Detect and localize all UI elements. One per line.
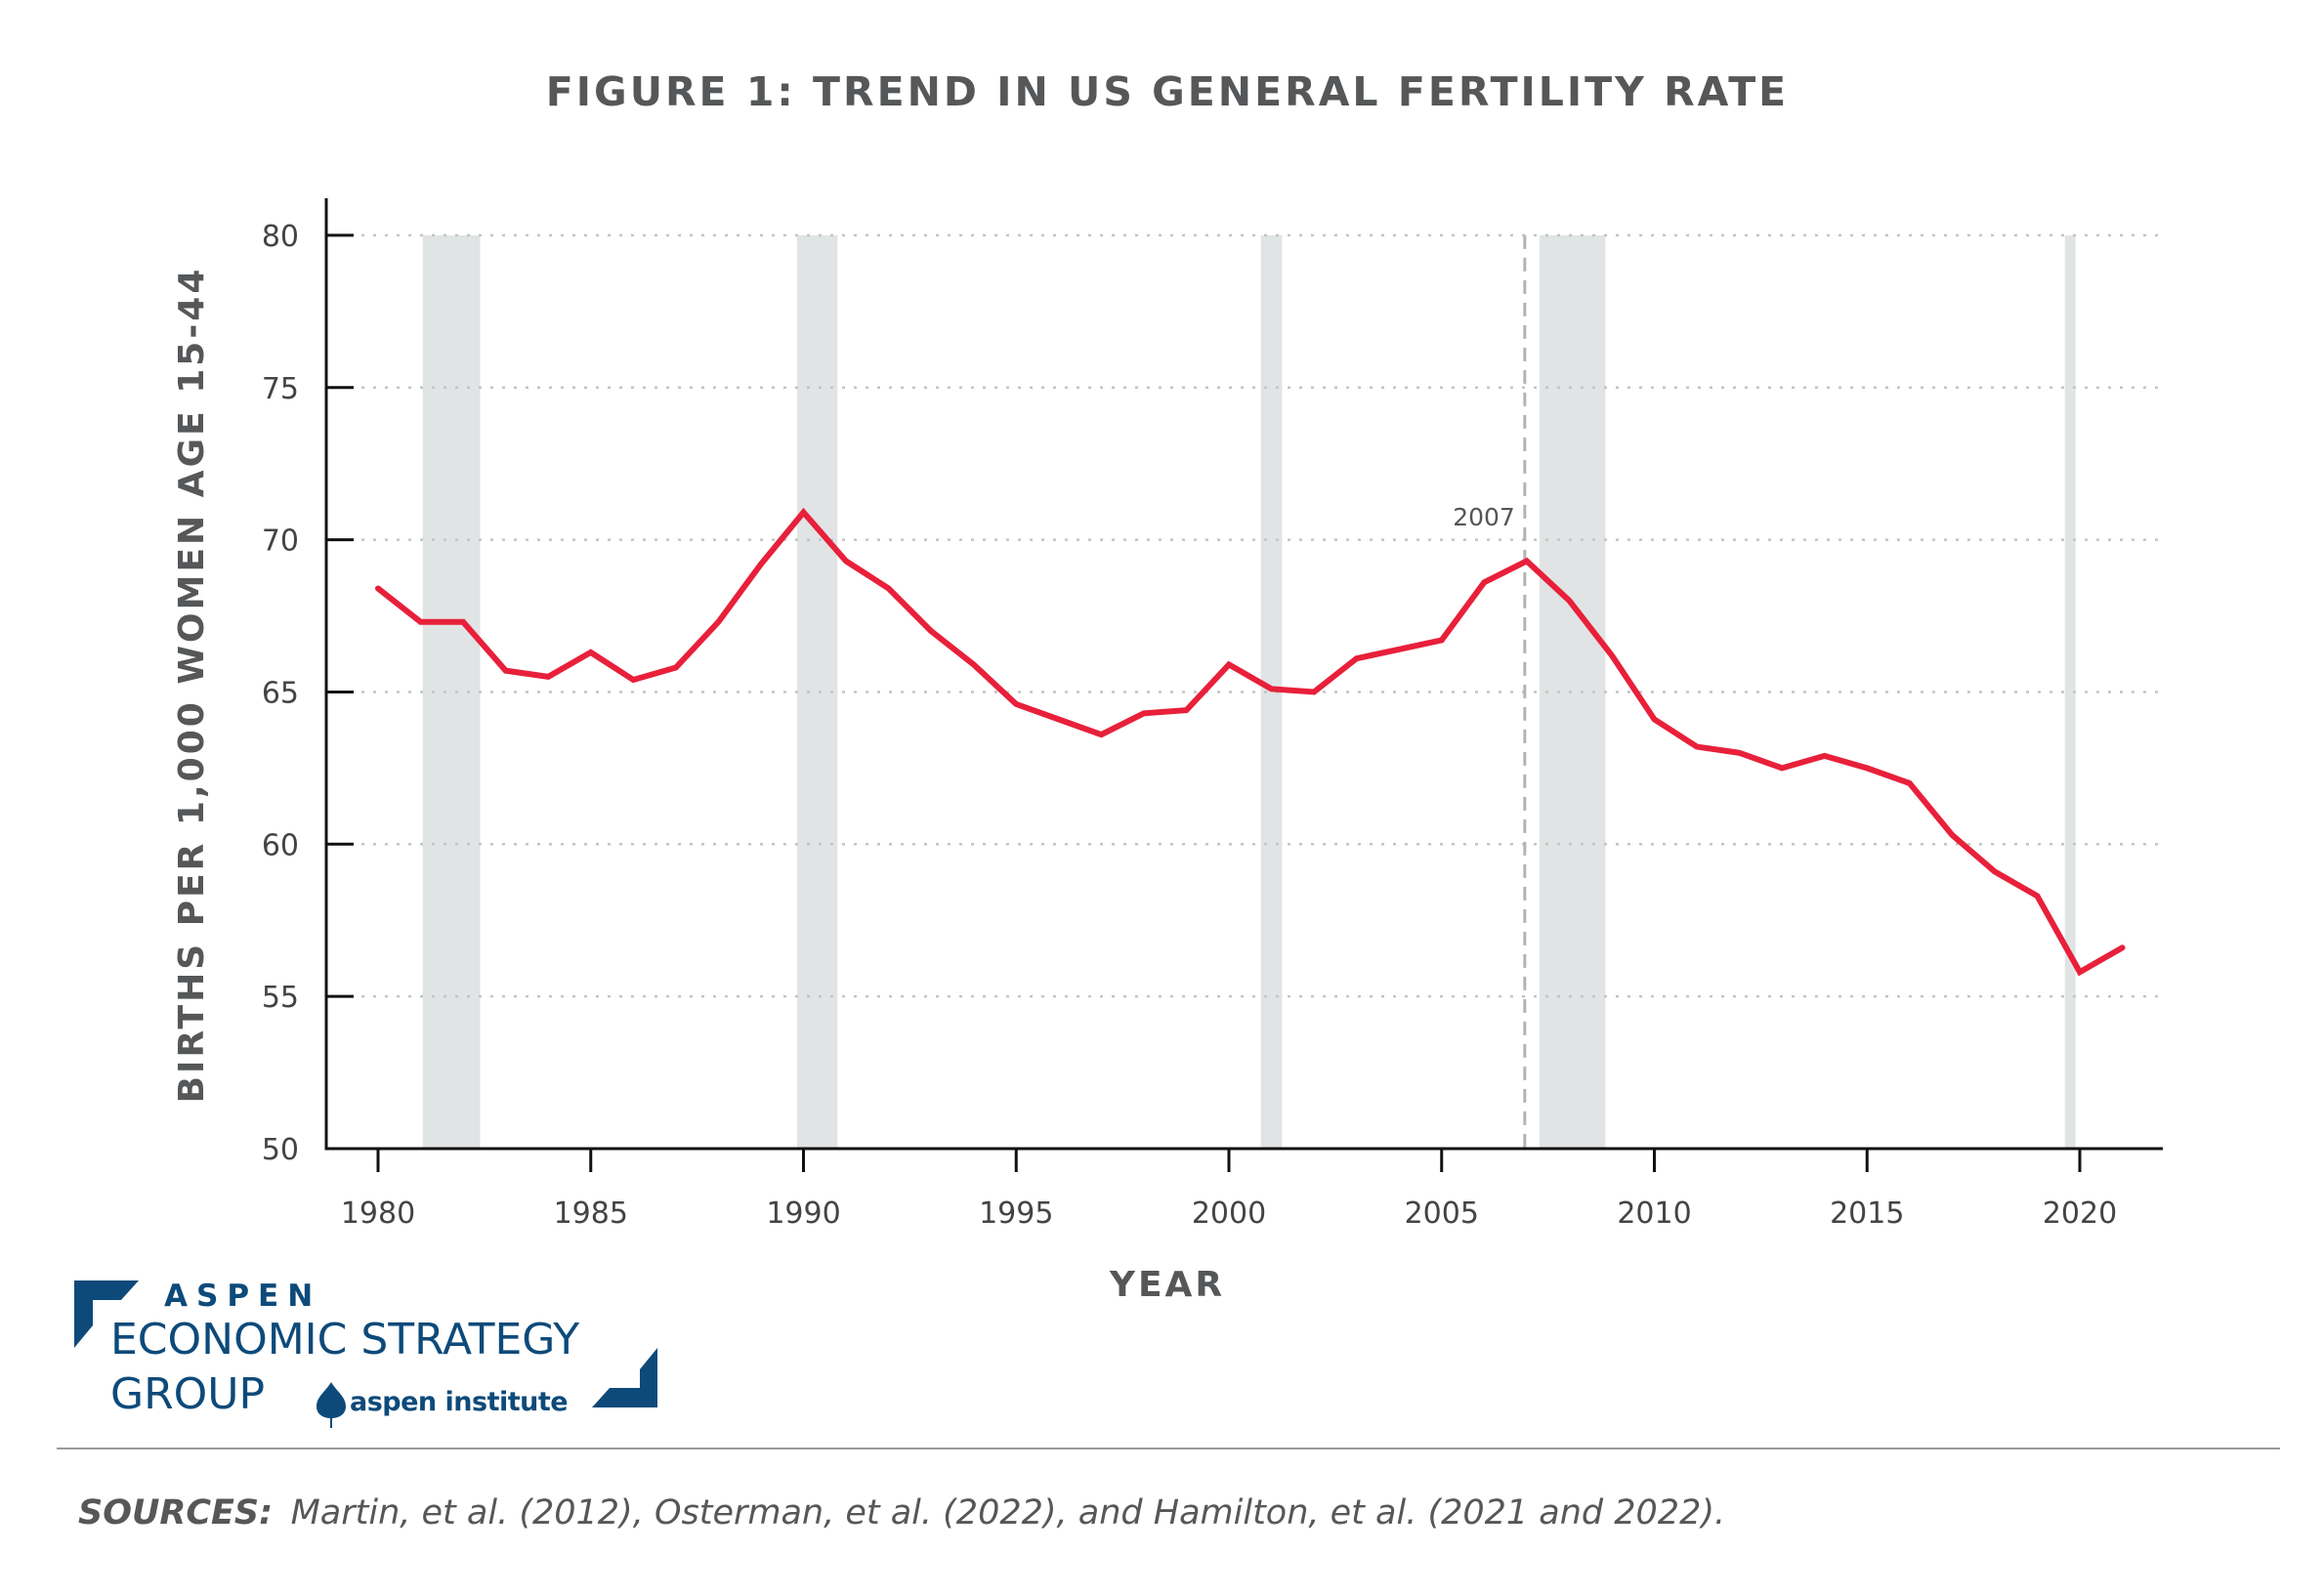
logo-line2: GROUP [110, 1369, 265, 1419]
y-tick-label: 50 [262, 1133, 299, 1167]
gridlines [326, 233, 2163, 998]
data-points [377, 512, 2123, 973]
recession-band-0 [422, 234, 481, 1149]
aspen-esg-logo: ASPEN ECONOMIC STRATEGY GROUP aspen inst… [74, 1279, 657, 1428]
y-tick-label: 60 [262, 828, 299, 862]
y-tick-labels: 50 55 60 65 70 75 80 [262, 220, 299, 1167]
x-tick-label: 1980 [341, 1196, 415, 1231]
x-tick-label: 2015 [1830, 1196, 1904, 1231]
x-tick-label: 2005 [1405, 1196, 1479, 1231]
sources-label: SOURCES: [78, 1493, 273, 1532]
logo-aspen-text: ASPEN [164, 1279, 321, 1314]
y-tick-label: 80 [262, 220, 299, 254]
x-tick-label: 2020 [2043, 1196, 2117, 1231]
chart-title: FIGURE 1: TREND IN US GENERAL FERTILITY … [546, 68, 1789, 115]
reference-line-group: 2007 [1453, 234, 1527, 1149]
x-tick-label: 1990 [766, 1196, 840, 1231]
y-axis-title: BIRTHS PER 1,000 WOMEN AGE 15-44 [172, 267, 212, 1104]
sources: SOURCES: Martin, et al. (2012), Osterman… [78, 1493, 1725, 1532]
logo-line1: ECONOMIC STRATEGY [110, 1315, 579, 1364]
logo-bracket-bottom-right [592, 1348, 657, 1407]
recession-band-4 [2064, 234, 2076, 1149]
y-tick-label: 65 [262, 676, 299, 710]
x-tick-label: 2010 [1617, 1196, 1691, 1231]
x-tick-label: 1985 [554, 1196, 628, 1231]
logo-bracket-top-left [74, 1280, 139, 1348]
x-tick-label: 2000 [1192, 1196, 1266, 1231]
axes [324, 198, 2163, 1172]
aspen-leaf-icon [317, 1382, 346, 1428]
y-tick-label: 75 [262, 372, 299, 406]
recession-band-3 [1539, 234, 1606, 1149]
sources-text: Martin, et al. (2012), Osterman, et al. … [291, 1493, 1726, 1532]
x-tick-label: 1995 [979, 1196, 1053, 1231]
series-line-general-fertility-rate [375, 507, 2126, 977]
x-tick-labels: 1980 1985 1990 1995 2000 2005 2010 2015 2020 [341, 1196, 2117, 1231]
reference-line-label: 2007 [1453, 503, 1515, 531]
y-tick-label: 55 [262, 981, 299, 1015]
recession-band-2 [1260, 234, 1283, 1149]
logo-aspen-institute: aspen institute [350, 1387, 568, 1417]
y-tick-label: 70 [262, 525, 299, 559]
x-axis-title: YEAR [1109, 1265, 1225, 1305]
